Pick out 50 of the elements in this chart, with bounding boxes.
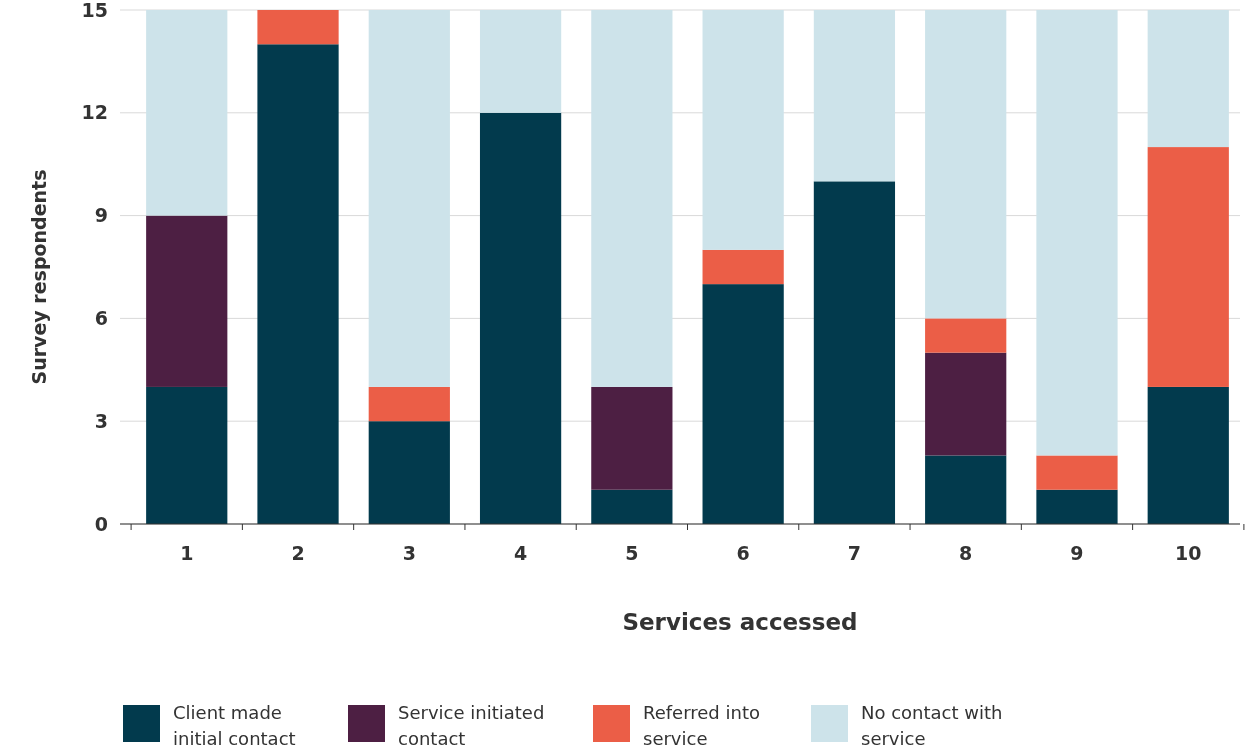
x-tick-label: 10 (1175, 542, 1202, 564)
bar (925, 318, 1007, 353)
bar (702, 249, 784, 285)
x-tick-label: 3 (402, 542, 416, 564)
y-axis-title: Survey respondents (28, 169, 50, 385)
bar (146, 386, 228, 524)
y-tick-label: 3 (94, 409, 108, 432)
x-tick-label: 5 (625, 542, 639, 564)
legend-label: Client made initial contact (173, 702, 296, 749)
bar (925, 10, 1007, 319)
x-tick-label: 9 (1070, 542, 1084, 564)
bar (1147, 147, 1229, 387)
bar (813, 181, 896, 524)
y-tick-label: 12 (81, 101, 108, 124)
bar (1147, 386, 1229, 524)
y-tick-label: 15 (81, 0, 108, 21)
bar (257, 10, 339, 45)
bar (368, 10, 450, 387)
x-axis-title: Services accessed (622, 609, 858, 635)
bar (257, 44, 339, 524)
bar (479, 112, 562, 524)
x-tick-label: 7 (847, 542, 862, 564)
bar (591, 10, 673, 387)
bar (1036, 10, 1118, 456)
legend-label: Service initiated contact (398, 702, 545, 749)
y-tick-label: 6 (94, 307, 108, 330)
bar (702, 10, 784, 250)
y-tick-label: 9 (94, 204, 108, 227)
bar (925, 455, 1007, 524)
x-tick-label: 1 (180, 542, 194, 564)
bar (1036, 489, 1118, 524)
bar (591, 386, 673, 490)
bar (146, 215, 228, 387)
bar (479, 10, 562, 113)
y-tick-label: 0 (94, 512, 108, 535)
bar (591, 489, 673, 524)
legend-label: Referred into service (643, 702, 760, 749)
x-tick-label: 6 (736, 542, 750, 564)
bar (368, 421, 450, 524)
x-tick-label: 2 (291, 542, 305, 564)
legend-label: No contact with service (861, 702, 1003, 749)
x-tick-label: 8 (959, 542, 973, 564)
bar (925, 352, 1007, 456)
bar (1036, 455, 1118, 490)
bar (813, 10, 896, 182)
bar (146, 10, 228, 216)
x-tick-label: 4 (513, 542, 528, 564)
bar (368, 386, 450, 422)
bar (1147, 10, 1229, 148)
bar (702, 284, 784, 524)
